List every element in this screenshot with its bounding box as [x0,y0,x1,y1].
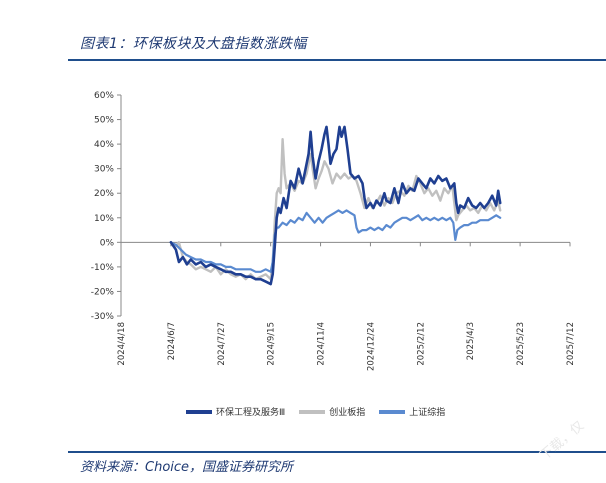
series-line-0 [169,125,502,286]
y-tick-label: -30% [91,312,115,322]
x-tick-label: 2024/7/27 [217,322,227,366]
legend-item-env: 环保工程及服务Ⅲ [186,405,285,418]
top-rule [68,59,606,61]
x-tick-label: 2024/6/7 [167,322,177,360]
source-note: 资料来源：Choice，国盛证券研究所 [80,460,294,475]
legend-label-sse: 上证综指 [409,408,446,418]
chart-axes: 60% 50% 40% 30% 20% 10% 0% -10% -20% -30%2024/4/1… [91,91,576,371]
y-tick-label: 0% [100,238,115,248]
y-tick-label: 20% [94,189,114,199]
legend-item-chinext: 创业板指 [299,405,365,418]
y-tick-label: -20% [91,287,115,297]
y-tick-label: 40% [94,140,114,150]
legend-item-sse: 上证综指 [379,405,445,418]
legend-label-env: 环保工程及服务Ⅲ [216,408,286,418]
bottom-rule [68,451,606,453]
x-tick-label: 2024/11/4 [317,322,327,366]
y-tick-label: 50% [94,116,114,126]
figure-title: 图表1：环保板块及大盘指数涨跌幅 [80,36,307,52]
x-tick-label: 2024/9/15 [267,322,277,366]
chart-legend: 环保工程及服务Ⅲ 创业板指 上证综指 [186,405,459,418]
y-tick-label: 30% [94,165,114,175]
x-tick-label: 2024/4/18 [117,322,127,366]
x-tick-label: 2025/2/12 [416,322,426,366]
x-tick-label: 2025/7/12 [566,322,576,366]
y-tick-label: 60% [94,91,114,101]
y-tick-label: -10% [91,263,115,273]
chart-series [169,125,502,286]
series-line-2 [169,209,502,273]
legend-label-chinext: 创业板指 [329,408,366,418]
series-line-1 [169,137,502,281]
x-tick-label: 2025/5/23 [516,322,526,366]
legend-swatch-chinext [299,409,326,414]
y-tick-label: 10% [94,214,114,224]
x-tick-label: 2024/12/24 [366,322,376,371]
legend-swatch-sse [379,409,406,414]
x-tick-label: 2025/4/3 [466,322,476,360]
legend-swatch-env [186,409,212,414]
